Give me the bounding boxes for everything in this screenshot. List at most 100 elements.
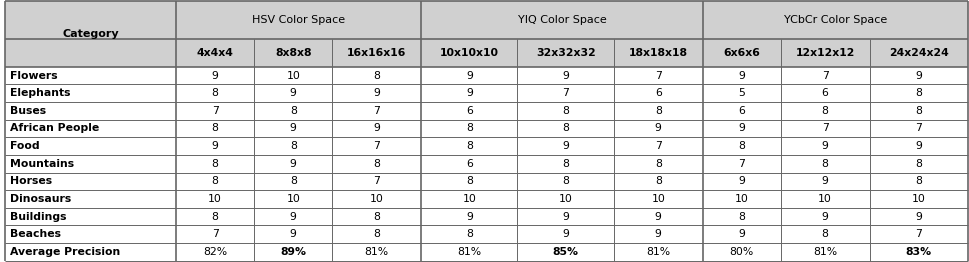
Text: 24x24x24: 24x24x24 xyxy=(888,48,948,58)
Text: Elephants: Elephants xyxy=(10,88,70,98)
Text: 8: 8 xyxy=(915,159,922,169)
Text: 8: 8 xyxy=(465,141,472,151)
Text: 8: 8 xyxy=(821,159,828,169)
Bar xyxy=(5,39,176,67)
Text: 8: 8 xyxy=(290,106,297,116)
Text: 6x6x6: 6x6x6 xyxy=(723,48,760,58)
Text: 7: 7 xyxy=(737,159,744,169)
Text: 9: 9 xyxy=(737,71,744,81)
Text: 81%: 81% xyxy=(645,247,670,257)
Text: 81%: 81% xyxy=(812,247,836,257)
Text: 7: 7 xyxy=(654,141,661,151)
Bar xyxy=(421,39,516,67)
Text: 8: 8 xyxy=(211,176,218,186)
Text: 7: 7 xyxy=(373,141,380,151)
Bar xyxy=(176,1,254,39)
Text: YIQ Color Space: YIQ Color Space xyxy=(517,15,606,25)
Text: 82%: 82% xyxy=(203,247,227,257)
Text: 9: 9 xyxy=(373,88,380,98)
Text: 5: 5 xyxy=(737,88,744,98)
Text: 9: 9 xyxy=(915,141,922,151)
Text: Buses: Buses xyxy=(10,106,46,116)
Text: 6: 6 xyxy=(465,159,472,169)
Text: 9: 9 xyxy=(562,212,569,222)
Text: 9: 9 xyxy=(915,71,922,81)
Text: 80%: 80% xyxy=(729,247,753,257)
Bar xyxy=(254,39,332,67)
Text: 9: 9 xyxy=(654,229,661,239)
Text: 8: 8 xyxy=(654,159,661,169)
Text: 81%: 81% xyxy=(456,247,481,257)
Bar xyxy=(176,39,254,67)
Text: 9: 9 xyxy=(465,71,472,81)
Text: 8: 8 xyxy=(373,71,380,81)
Text: 8: 8 xyxy=(465,229,472,239)
Text: Buildings: Buildings xyxy=(10,212,66,222)
Text: 8: 8 xyxy=(654,106,661,116)
Text: 9: 9 xyxy=(290,123,297,134)
Bar xyxy=(254,1,332,39)
Text: 12x12x12: 12x12x12 xyxy=(795,48,854,58)
Text: 6: 6 xyxy=(465,106,472,116)
Text: 9: 9 xyxy=(737,123,744,134)
Text: 83%: 83% xyxy=(905,247,931,257)
Text: 9: 9 xyxy=(465,88,472,98)
Text: 9: 9 xyxy=(290,212,297,222)
Text: 9: 9 xyxy=(562,71,569,81)
Bar xyxy=(868,1,967,39)
Text: 10: 10 xyxy=(208,194,222,204)
Text: 9: 9 xyxy=(737,229,744,239)
Text: 10x10x10: 10x10x10 xyxy=(439,48,498,58)
Bar xyxy=(613,39,702,67)
Text: 7: 7 xyxy=(211,229,218,239)
Text: YCbCr Color Space: YCbCr Color Space xyxy=(783,15,886,25)
Text: 8: 8 xyxy=(290,141,297,151)
Text: 8: 8 xyxy=(915,176,922,186)
Text: 6: 6 xyxy=(737,106,744,116)
Bar xyxy=(516,1,613,39)
Bar xyxy=(5,1,176,39)
Text: Dinosaurs: Dinosaurs xyxy=(10,194,71,204)
Text: 6: 6 xyxy=(821,88,828,98)
Text: 9: 9 xyxy=(737,176,744,186)
Text: 32x32x32: 32x32x32 xyxy=(535,48,595,58)
Text: 8: 8 xyxy=(821,229,828,239)
Text: 9: 9 xyxy=(562,229,569,239)
Text: 10: 10 xyxy=(558,194,572,204)
Bar xyxy=(780,39,868,67)
Text: Category: Category xyxy=(62,29,118,39)
Bar xyxy=(702,1,780,39)
Text: 9: 9 xyxy=(290,229,297,239)
Text: 7: 7 xyxy=(373,106,380,116)
Bar xyxy=(702,39,780,67)
Text: 10: 10 xyxy=(462,194,476,204)
Text: 10: 10 xyxy=(818,194,831,204)
Text: 10: 10 xyxy=(286,194,300,204)
Text: 9: 9 xyxy=(290,88,297,98)
Text: 8: 8 xyxy=(290,176,297,186)
Text: 8x8x8: 8x8x8 xyxy=(275,48,311,58)
Text: 85%: 85% xyxy=(552,247,578,257)
Text: 7: 7 xyxy=(821,71,828,81)
Text: Horses: Horses xyxy=(10,176,51,186)
Text: 9: 9 xyxy=(465,212,472,222)
Text: Food: Food xyxy=(10,141,40,151)
Text: 8: 8 xyxy=(562,123,569,134)
Text: 9: 9 xyxy=(211,71,218,81)
Bar xyxy=(516,39,613,67)
Text: 7: 7 xyxy=(915,229,922,239)
Text: 7: 7 xyxy=(211,106,218,116)
Bar xyxy=(332,39,421,67)
Text: 8: 8 xyxy=(373,212,380,222)
Text: 8: 8 xyxy=(373,229,380,239)
Text: 8: 8 xyxy=(562,159,569,169)
Bar xyxy=(421,1,516,39)
Bar xyxy=(613,1,702,39)
Bar xyxy=(868,39,967,67)
Bar xyxy=(332,1,421,39)
Text: 8: 8 xyxy=(465,123,472,134)
Text: 8: 8 xyxy=(915,106,922,116)
Text: 10: 10 xyxy=(369,194,384,204)
Text: 7: 7 xyxy=(562,88,569,98)
Text: 8: 8 xyxy=(562,106,569,116)
